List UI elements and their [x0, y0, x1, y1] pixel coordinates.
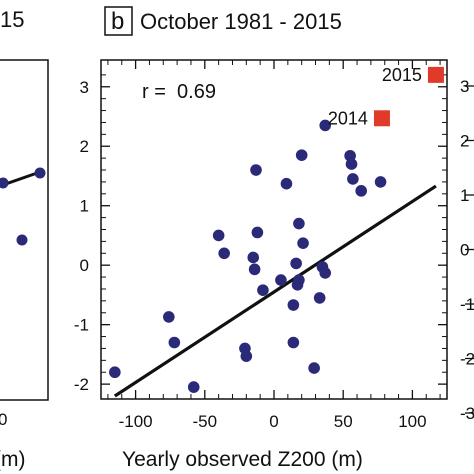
data-point	[240, 350, 253, 362]
data-point	[319, 267, 332, 279]
x-tick-label: -100	[119, 412, 153, 431]
data-point	[287, 299, 300, 311]
data-point	[293, 217, 305, 230]
data-point	[297, 237, 309, 249]
highlight-label-2015: 2015	[382, 65, 422, 85]
right-fragment-tick-label: 1	[460, 186, 469, 205]
axis-tick-labels: -100 -50 0 50 100 -2 -1 0 1 2 3	[74, 78, 427, 431]
right-fragment-tick-label: -2	[460, 350, 474, 369]
data-point	[287, 336, 300, 349]
left-panel-xlabel-fragment: (m)	[0, 448, 25, 471]
y-tick-label: 3	[80, 78, 89, 97]
data-point	[290, 257, 302, 270]
highlight-marker-2015	[427, 66, 444, 83]
right-fragment-tick-label: 2	[460, 132, 469, 151]
axis-ticks	[101, 60, 447, 399]
left-panel-point	[16, 234, 28, 246]
data-point	[212, 229, 225, 242]
y-tick-label: -2	[74, 375, 89, 394]
panel-letter: b	[111, 8, 124, 35]
data-point	[313, 292, 326, 304]
data-point	[168, 336, 181, 349]
highlight-label-2014: 2014	[328, 108, 368, 128]
correlation-annotation: r = 0.69	[142, 81, 216, 103]
data-point	[247, 251, 260, 264]
data-point	[187, 381, 200, 393]
highlight-marker-2014	[373, 110, 390, 127]
data-point	[319, 119, 332, 132]
regression-line	[113, 184, 437, 398]
data-point	[374, 176, 387, 188]
data-point	[257, 284, 269, 296]
y-tick-label: 0	[80, 256, 89, 275]
data-point	[109, 366, 121, 379]
left-panel-frame-fragment	[0, 59, 49, 401]
y-tick-label: 2	[80, 137, 89, 156]
data-point	[275, 274, 287, 286]
data-point	[218, 247, 230, 260]
y-tick-label: -1	[74, 316, 89, 335]
right-fragment-tick-label: 3	[460, 77, 469, 96]
x-tick-label: -50	[193, 412, 218, 431]
right-fragment-tick-label: 0	[460, 241, 469, 260]
x-tick-label: 100	[398, 412, 426, 431]
x-tick-label: 0	[269, 412, 278, 431]
data-point	[251, 226, 264, 239]
data-point	[355, 185, 367, 197]
panel-letter-box	[104, 6, 133, 36]
left-panel-fragment: 15 0 (m)	[0, 7, 49, 471]
data-point	[163, 311, 175, 323]
y-tick-label: 1	[80, 197, 89, 216]
data-point	[345, 158, 358, 170]
x-axis-label: Yearly observed Z200 (m)	[122, 448, 363, 471]
chart-title: October 1981 - 2015	[140, 9, 342, 34]
right-fragment-tick-label: -1	[460, 295, 474, 314]
data-point	[280, 177, 293, 190]
highlighted-points: 2015 2014	[328, 65, 444, 128]
data-point	[347, 173, 359, 185]
right-panel-fragment: 3 2 1 0 -1 -2 -3	[460, 77, 474, 423]
left-panel-title-fragment: 15	[0, 7, 24, 32]
left-panel-tick-fragment: 0	[0, 410, 7, 429]
x-tick-label: 50	[334, 412, 353, 431]
left-panel-point	[34, 167, 46, 179]
plot-frame	[100, 59, 448, 400]
panel-b: b October 1981 - 2015 -100 -50 0 50 100-2-10…	[74, 6, 448, 471]
data-point	[295, 149, 308, 161]
data-point	[293, 274, 305, 286]
left-panel-point	[0, 177, 9, 189]
data-point	[248, 263, 261, 276]
right-fragment-tick-label: -3	[460, 404, 474, 423]
data-point	[250, 164, 262, 176]
data-points	[109, 119, 387, 393]
data-point	[308, 362, 320, 374]
